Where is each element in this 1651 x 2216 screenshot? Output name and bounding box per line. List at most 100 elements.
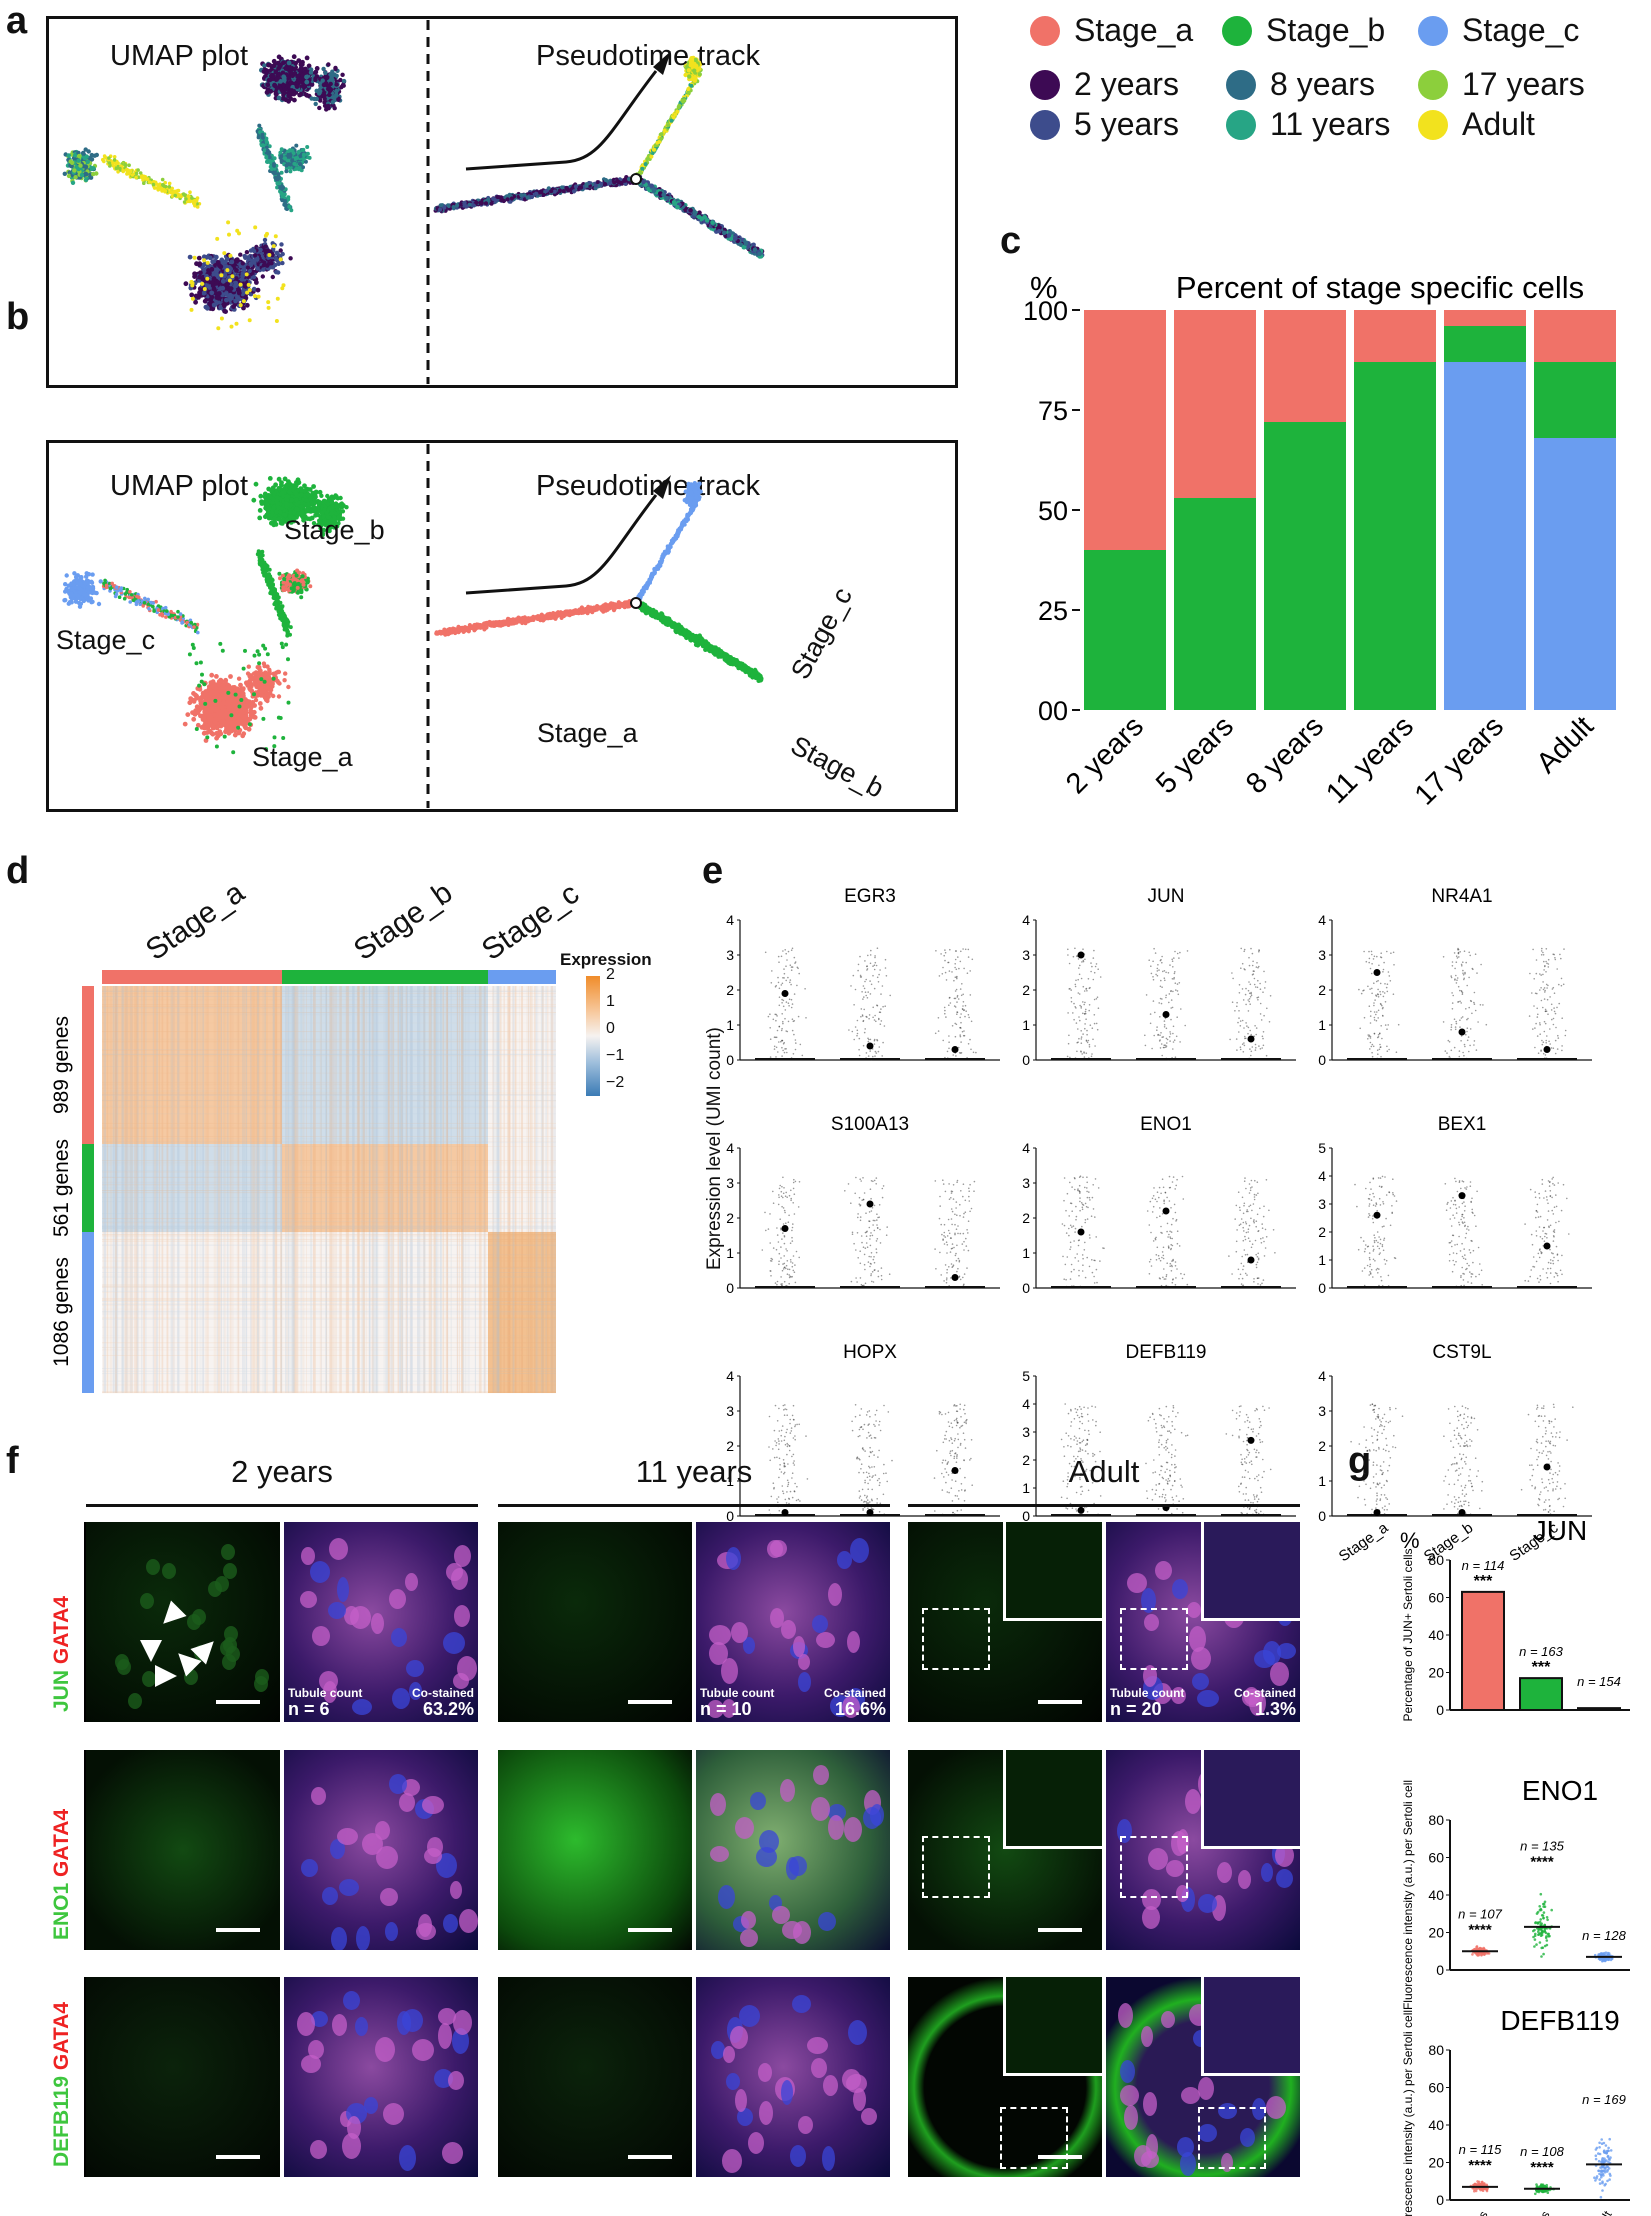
violin-median-stage_b [866, 1042, 874, 1050]
violin-point [961, 983, 963, 985]
violin-point [785, 1248, 787, 1250]
violin-point [1263, 1255, 1266, 1257]
violin-point [1470, 1273, 1473, 1275]
violin-point [1173, 1480, 1176, 1482]
violin-point [1544, 1008, 1547, 1011]
violin-point [1077, 978, 1079, 981]
xtick-11-years: 11 years [1320, 710, 1420, 810]
violin-point [806, 1478, 809, 1480]
violin-point [1465, 1033, 1467, 1036]
violin-point [1384, 983, 1386, 985]
violin-point [1163, 1268, 1165, 1270]
violin-median-stage_c [951, 1274, 959, 1281]
violin-point [1079, 1476, 1081, 1479]
violin-point [1067, 1012, 1069, 1014]
violin-point [862, 1508, 864, 1510]
violin-point [1174, 971, 1176, 973]
violin-point [865, 1231, 868, 1233]
violin-point [850, 985, 852, 987]
g-point [1600, 2169, 1603, 2173]
violin-point [954, 1213, 956, 1216]
violin-point [1258, 1451, 1260, 1454]
violin-point [1081, 1254, 1084, 1256]
violin-point [946, 1272, 948, 1274]
violin-point [1155, 1489, 1158, 1491]
violin-point [1464, 1434, 1467, 1437]
violin-point [1566, 1439, 1568, 1441]
violin-point [1256, 1213, 1259, 1216]
violin-point [1552, 1488, 1554, 1490]
violin-point [1383, 1494, 1386, 1496]
violin-point [1534, 1486, 1537, 1488]
panel-b-umap-title: UMAP plot [110, 470, 249, 502]
g-point [1476, 2180, 1479, 2183]
violin-point [1380, 1469, 1383, 1472]
violin-point [1463, 1495, 1466, 1497]
violin-point [1171, 958, 1173, 961]
violin-point [782, 1176, 784, 1179]
violin-point [1463, 1221, 1466, 1224]
violin-point [1544, 1190, 1547, 1192]
violin-point [1381, 1244, 1384, 1246]
violin-point [797, 1015, 800, 1018]
violin-point [1541, 1452, 1543, 1454]
violin-point [1086, 1439, 1089, 1441]
violin-point [1383, 1237, 1386, 1240]
violin-point [1171, 1237, 1173, 1240]
violin-point [783, 1280, 786, 1283]
violin-point [764, 1211, 766, 1214]
violin-point [785, 979, 787, 982]
violin-point [1390, 952, 1392, 954]
violin-point [872, 1219, 875, 1222]
violin-point [1175, 1495, 1178, 1497]
violin-point [1529, 1275, 1531, 1278]
violin-point [1379, 1242, 1382, 1245]
violin-point [952, 1198, 955, 1200]
violin-point [871, 1207, 874, 1209]
violin-point [1561, 1045, 1563, 1047]
violin-point [794, 1425, 796, 1428]
violin-point [1241, 1476, 1244, 1478]
violin-point [1555, 1221, 1557, 1224]
violin-point [778, 1430, 781, 1432]
violin-point [948, 1491, 950, 1494]
violin-point [952, 1265, 954, 1268]
violin-point [1248, 1421, 1251, 1423]
violin-point [958, 1260, 961, 1263]
violin-point [1094, 1259, 1096, 1262]
violin-point [1158, 1454, 1161, 1456]
violin-point [1165, 996, 1167, 999]
violin-point [1255, 1263, 1258, 1266]
violin-point [1386, 1508, 1388, 1511]
legend-label-stage-c: Stage_c [1462, 12, 1580, 48]
bar-5-years-stage_b [1174, 498, 1256, 710]
violin-point [1360, 992, 1363, 995]
violin-point [1370, 1045, 1373, 1048]
violin-point [794, 1180, 797, 1183]
violin-point [1244, 1235, 1246, 1238]
violin-point [791, 1226, 794, 1229]
violin-point [1547, 1267, 1549, 1270]
violin-point [789, 1432, 792, 1434]
violin-point [1078, 1405, 1081, 1408]
violin-point [1545, 971, 1547, 973]
violin-point [1251, 1463, 1253, 1466]
violin-point [968, 1195, 970, 1198]
violin-point [1264, 987, 1266, 989]
umap-points [62, 54, 347, 331]
violin-point [1080, 1042, 1083, 1044]
violin-point [1148, 959, 1150, 961]
g-point [1542, 1952, 1545, 1956]
violin-point [1257, 996, 1260, 998]
violin-point [787, 1444, 789, 1446]
violin-point [790, 949, 793, 951]
violin-point [962, 1276, 964, 1279]
violin-point [1164, 1471, 1166, 1473]
violin-point [877, 1275, 880, 1278]
g-sig-1: **** [1530, 1853, 1554, 1870]
violin-point [964, 1199, 967, 1202]
violin-point [1368, 1198, 1371, 1200]
violin-point [972, 1051, 975, 1054]
violin-point [946, 1491, 949, 1493]
